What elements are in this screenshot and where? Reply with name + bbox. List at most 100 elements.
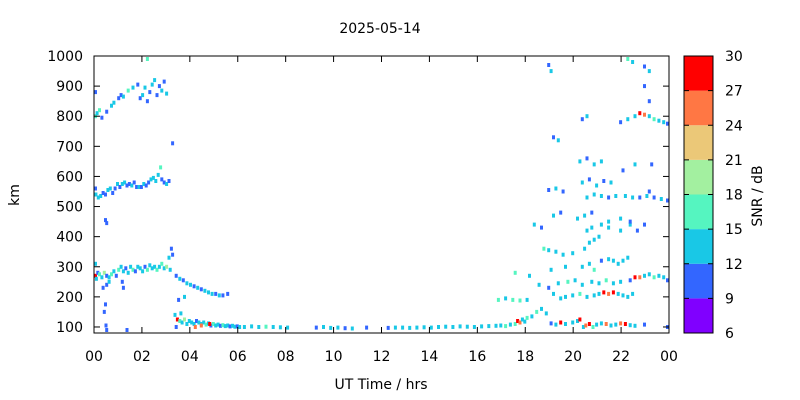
data-point bbox=[561, 189, 565, 194]
data-point bbox=[590, 279, 594, 284]
data-point bbox=[580, 117, 584, 122]
data-point bbox=[513, 270, 517, 275]
data-point bbox=[652, 275, 656, 280]
data-point bbox=[203, 288, 207, 293]
data-point bbox=[117, 96, 121, 101]
data-point bbox=[487, 324, 491, 329]
data-point bbox=[145, 267, 149, 272]
data-point bbox=[611, 290, 615, 295]
data-point bbox=[633, 162, 637, 167]
data-point bbox=[547, 285, 551, 290]
colorbar-band bbox=[684, 159, 713, 195]
data-point bbox=[165, 182, 169, 186]
data-point bbox=[143, 85, 147, 90]
data-point bbox=[216, 322, 220, 327]
data-point bbox=[599, 222, 603, 227]
data-point bbox=[566, 279, 570, 284]
x-tick-label: 10 bbox=[325, 349, 343, 365]
data-point bbox=[190, 320, 194, 325]
data-point bbox=[95, 111, 99, 116]
data-point bbox=[592, 192, 596, 197]
data-point bbox=[181, 278, 185, 283]
data-point bbox=[607, 291, 611, 296]
colorbar-band bbox=[684, 298, 713, 333]
data-point bbox=[564, 264, 567, 269]
data-point bbox=[571, 251, 575, 256]
data-point bbox=[121, 94, 125, 99]
data-point bbox=[499, 323, 503, 328]
data-point bbox=[112, 269, 116, 274]
data-point bbox=[472, 325, 476, 329]
x-tick-label: 00 bbox=[85, 349, 103, 365]
data-point bbox=[196, 285, 200, 290]
data-point bbox=[121, 285, 125, 290]
data-point bbox=[94, 261, 97, 266]
data-point bbox=[480, 324, 484, 329]
data-point bbox=[107, 275, 111, 280]
data-point bbox=[116, 182, 119, 186]
data-point bbox=[228, 324, 232, 329]
data-point bbox=[119, 264, 123, 269]
data-point bbox=[189, 282, 192, 287]
data-point bbox=[114, 273, 118, 278]
data-point bbox=[138, 96, 142, 101]
data-point bbox=[626, 294, 630, 299]
data-point bbox=[626, 255, 630, 260]
data-point bbox=[554, 186, 558, 191]
data-point bbox=[314, 325, 318, 330]
data-point bbox=[141, 93, 145, 98]
data-point bbox=[160, 88, 164, 93]
data-point bbox=[619, 216, 623, 221]
data-point bbox=[105, 109, 109, 114]
data-point bbox=[171, 141, 175, 146]
data-point bbox=[150, 82, 154, 87]
x-tick-label: 18 bbox=[516, 349, 534, 365]
data-point bbox=[145, 57, 149, 61]
colorbar-band bbox=[684, 56, 713, 91]
data-point bbox=[554, 322, 558, 327]
x-tick-label: 06 bbox=[229, 349, 247, 365]
data-point bbox=[108, 186, 112, 191]
data-point bbox=[535, 309, 539, 314]
data-point bbox=[154, 179, 158, 183]
data-point bbox=[104, 192, 107, 197]
data-point bbox=[221, 293, 225, 298]
data-point bbox=[564, 294, 567, 299]
data-point bbox=[219, 323, 222, 328]
data-point bbox=[592, 162, 596, 167]
data-point bbox=[595, 183, 599, 188]
data-point bbox=[614, 194, 618, 198]
x-axis-label: UT Time / hrs bbox=[334, 377, 427, 393]
data-point bbox=[329, 325, 333, 330]
data-point bbox=[204, 322, 208, 327]
data-point bbox=[386, 325, 390, 330]
data-point bbox=[628, 278, 632, 283]
data-point bbox=[587, 240, 591, 245]
colorbar-tick-label: 24 bbox=[725, 118, 743, 134]
data-point bbox=[643, 222, 646, 227]
data-point bbox=[120, 279, 124, 284]
data-point bbox=[336, 325, 340, 330]
data-point bbox=[98, 272, 101, 277]
data-point bbox=[126, 88, 130, 93]
data-point bbox=[556, 281, 560, 286]
y-tick-label: 200 bbox=[56, 290, 83, 306]
colorbar-label: SNR / dB bbox=[750, 165, 766, 226]
x-tick-label: 22 bbox=[612, 349, 630, 365]
data-point bbox=[155, 267, 159, 272]
data-points bbox=[94, 57, 669, 332]
data-point bbox=[583, 246, 587, 251]
data-point bbox=[496, 297, 500, 302]
data-point bbox=[242, 325, 246, 329]
data-point bbox=[113, 186, 117, 191]
data-point bbox=[564, 322, 567, 326]
data-point bbox=[645, 194, 649, 198]
data-point bbox=[129, 264, 133, 269]
colorbar-tick-label: 27 bbox=[725, 84, 743, 100]
data-point bbox=[231, 323, 234, 328]
data-point bbox=[271, 325, 275, 329]
data-point bbox=[202, 320, 206, 325]
data-point bbox=[150, 266, 154, 271]
data-point bbox=[643, 322, 646, 327]
colorbar-band bbox=[684, 125, 713, 160]
